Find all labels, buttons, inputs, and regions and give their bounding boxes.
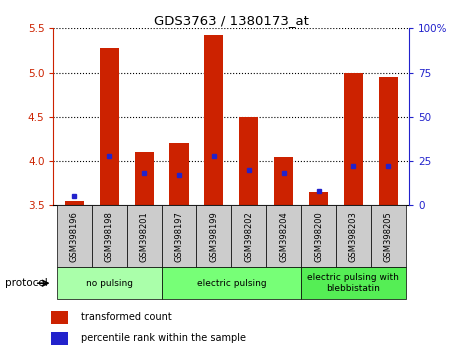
Bar — [57, 267, 162, 299]
Bar — [204, 35, 224, 205]
Bar — [196, 205, 232, 267]
Bar — [344, 73, 363, 205]
Bar — [309, 192, 328, 205]
Text: no pulsing: no pulsing — [86, 279, 133, 288]
Text: GSM398203: GSM398203 — [349, 211, 358, 262]
Bar — [52, 332, 68, 345]
Text: GSM398196: GSM398196 — [70, 211, 79, 262]
Text: GSM398199: GSM398199 — [209, 211, 219, 262]
Title: GDS3763 / 1380173_at: GDS3763 / 1380173_at — [154, 14, 309, 27]
Text: GSM398204: GSM398204 — [279, 211, 288, 262]
Bar — [371, 205, 405, 267]
Text: GSM398197: GSM398197 — [174, 211, 184, 262]
Text: GSM398200: GSM398200 — [314, 211, 323, 262]
Text: GSM398201: GSM398201 — [140, 211, 149, 262]
Bar — [65, 201, 84, 205]
Bar — [169, 143, 189, 205]
Text: transformed count: transformed count — [81, 312, 172, 322]
Bar — [52, 311, 68, 324]
Bar — [92, 205, 126, 267]
Bar — [301, 205, 336, 267]
Bar — [301, 267, 405, 299]
Text: GSM398202: GSM398202 — [244, 211, 253, 262]
Bar — [239, 117, 259, 205]
Text: percentile rank within the sample: percentile rank within the sample — [81, 333, 246, 343]
Text: protocol: protocol — [5, 278, 47, 288]
Bar — [266, 205, 301, 267]
Text: GSM398198: GSM398198 — [105, 211, 114, 262]
Text: GSM398205: GSM398205 — [384, 211, 393, 262]
Bar — [336, 205, 371, 267]
Bar — [134, 152, 154, 205]
Bar — [126, 205, 162, 267]
Bar — [232, 205, 266, 267]
Bar — [379, 77, 398, 205]
Bar — [162, 267, 301, 299]
Bar — [57, 205, 92, 267]
Bar — [274, 157, 293, 205]
Bar — [100, 48, 119, 205]
Text: electric pulsing: electric pulsing — [197, 279, 266, 288]
Bar — [162, 205, 196, 267]
Text: electric pulsing with
blebbistatin: electric pulsing with blebbistatin — [307, 274, 399, 293]
